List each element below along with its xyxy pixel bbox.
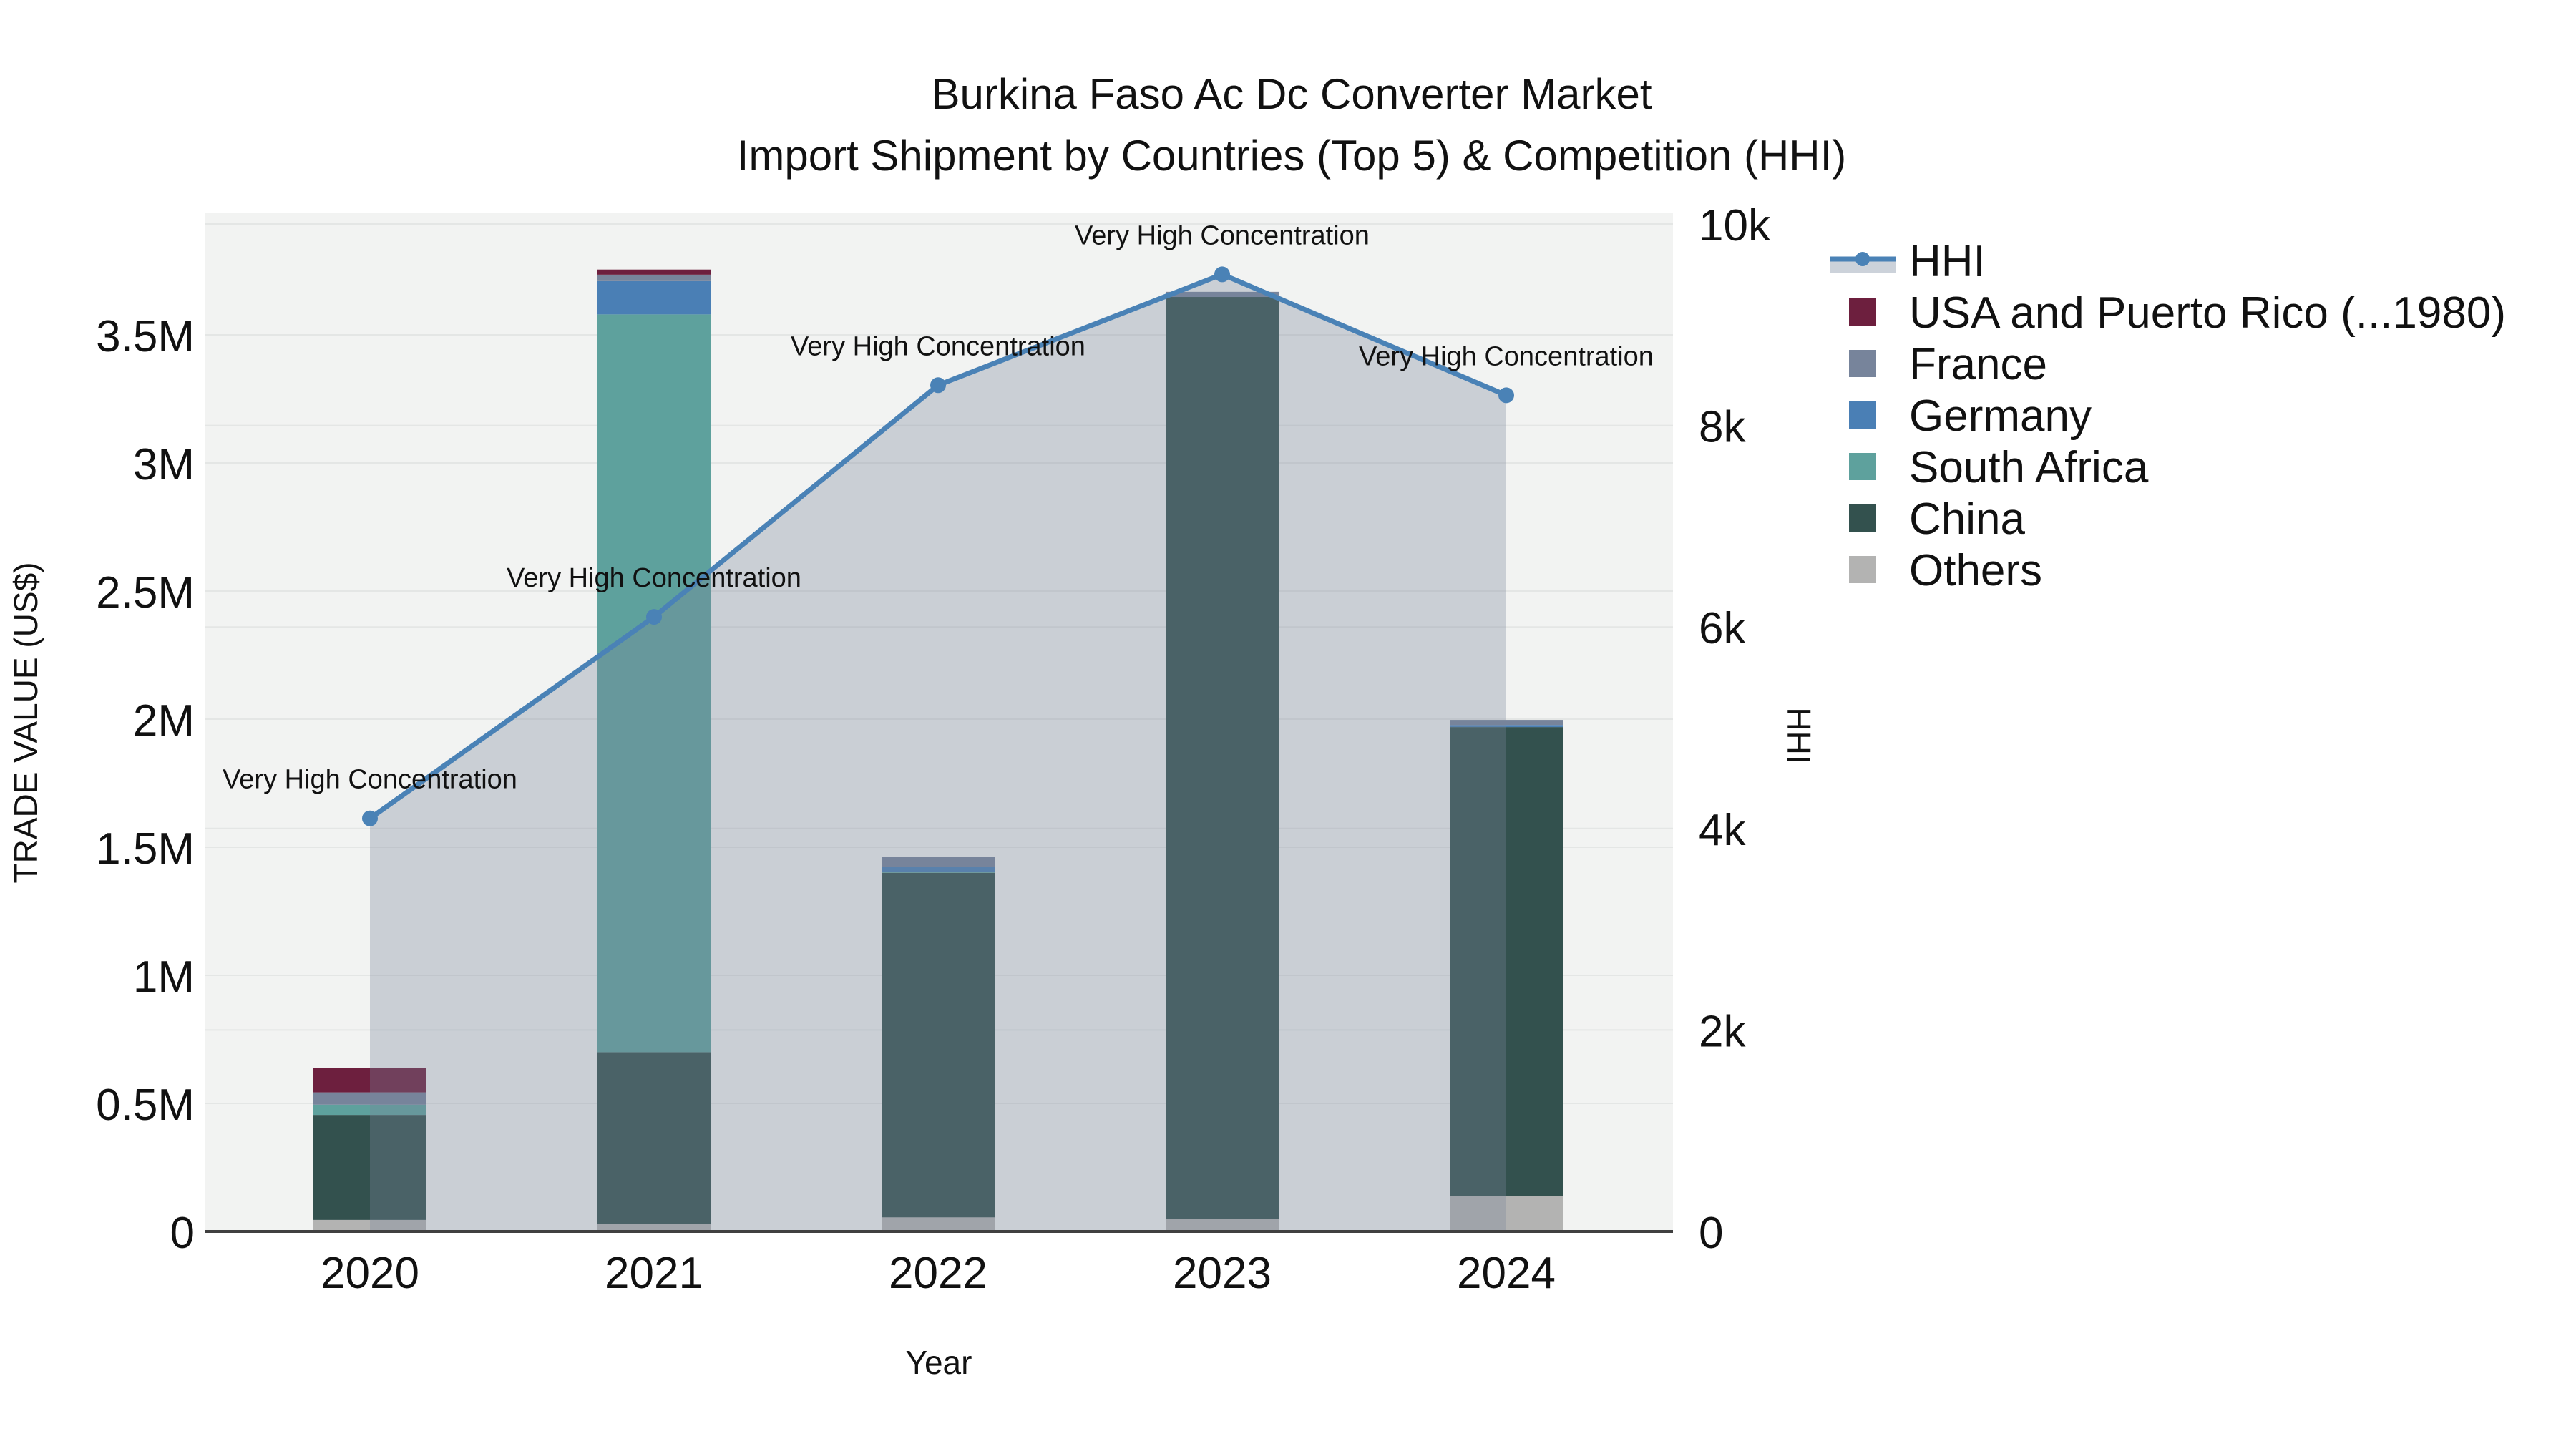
annotation-label-2024: Very High Concentration xyxy=(1359,341,1654,371)
bar-segment-france-2024 xyxy=(1450,720,1563,726)
legend-swatch-icon xyxy=(1849,453,1876,480)
right-tick-label: 4k xyxy=(1699,806,1746,855)
bar-segment-france-2022 xyxy=(882,857,995,867)
annotation-label-2022: Very High Concentration xyxy=(791,331,1085,361)
x-tick-label-2023: 2023 xyxy=(1173,1249,1272,1298)
annotation-label-2023: Very High Concentration xyxy=(1075,220,1370,250)
legend-label: HHI xyxy=(1909,237,1986,286)
legend-swatch-icon xyxy=(1849,350,1876,377)
legend-label: China xyxy=(1909,494,2026,544)
legend-label: France xyxy=(1909,340,2047,389)
right-tick-label: 2k xyxy=(1699,1007,1746,1056)
bar-segment-others-2022 xyxy=(882,1217,995,1231)
left-tick-label: 2.5M xyxy=(96,568,195,618)
bar-segment-china-2024 xyxy=(1450,727,1563,1196)
legend-item-france[interactable]: France xyxy=(1849,340,2047,389)
left-tick-label: 0 xyxy=(170,1209,195,1258)
legend-swatch-icon xyxy=(1849,556,1876,583)
hhi-marker-2023 xyxy=(1214,266,1230,283)
legend-label: South Africa xyxy=(1909,443,2149,492)
bar-segment-china-2021 xyxy=(597,1052,711,1224)
left-tick-label: 1M xyxy=(133,952,195,1002)
left-axis-title: TRADE VALUE (US$) xyxy=(7,562,44,883)
legend-swatch-icon xyxy=(1849,504,1876,532)
right-tick-label: 6k xyxy=(1699,604,1746,653)
bar-segment-china-2020 xyxy=(313,1115,426,1220)
left-tick-label: 1.5M xyxy=(96,824,195,874)
bar-segment-south-africa-2020 xyxy=(313,1104,426,1116)
legend-label: USA and Puerto Rico (...1980) xyxy=(1909,288,2506,338)
legend-swatch-icon xyxy=(1849,298,1876,326)
bar-segment-france-2023 xyxy=(1166,291,1279,298)
bar-segment-germany-2022 xyxy=(882,867,995,872)
bar-segment-others-2023 xyxy=(1166,1219,1279,1231)
left-tick-label: 3.5M xyxy=(96,312,195,361)
plot-area: Very High Concentration Very High Concent… xyxy=(96,201,1771,1298)
bar-segment-france-2020 xyxy=(313,1092,426,1105)
hhi-marker-2021 xyxy=(646,609,662,625)
left-tick-label: 0.5M xyxy=(96,1080,195,1130)
right-axis-title: HHI xyxy=(1780,707,1818,763)
legend-hhi-marker-icon xyxy=(1855,252,1870,266)
bar-segment-usa-and-puerto-rico-1980--2020 xyxy=(313,1068,426,1093)
left-tick-label: 3M xyxy=(133,440,195,489)
legend-label: Others xyxy=(1909,546,2042,595)
x-tick-label-2021: 2021 xyxy=(605,1249,703,1298)
legend-label: Germany xyxy=(1909,391,2092,441)
bar-segment-others-2020 xyxy=(313,1219,426,1231)
bar-segment-south-africa-2021 xyxy=(597,314,711,1053)
hhi-marker-2024 xyxy=(1498,387,1514,404)
bar-segment-usa-and-puerto-rico-1980--2021 xyxy=(597,269,711,275)
legend-swatch-icon xyxy=(1849,401,1876,429)
chart-title-line1: Burkina Faso Ac Dc Converter Market xyxy=(931,70,1652,118)
x-tick-label-2024: 2024 xyxy=(1457,1249,1556,1298)
right-tick-label: 10k xyxy=(1699,201,1771,250)
legend-item-germany[interactable]: Germany xyxy=(1849,391,2092,441)
bar-segment-others-2021 xyxy=(597,1224,711,1231)
annotation-label-2021: Very High Concentration xyxy=(507,563,801,593)
x-tick-label-2022: 2022 xyxy=(889,1249,987,1298)
right-tick-label: 0 xyxy=(1699,1209,1723,1258)
annotation-label-2020: Very High Concentration xyxy=(223,765,517,795)
legend-item-south-africa[interactable]: South Africa xyxy=(1849,443,2149,492)
hhi-marker-2020 xyxy=(362,810,378,826)
bar-segment-germany-2024 xyxy=(1450,725,1563,728)
legend-item-others[interactable]: Others xyxy=(1849,546,2042,595)
left-tick-label: 2M xyxy=(133,696,195,746)
chart-title-line2: Import Shipment by Countries (Top 5) & C… xyxy=(737,132,1847,180)
legend-item-china[interactable]: China xyxy=(1849,494,2026,544)
bar-segment-south-africa-2022 xyxy=(882,872,995,873)
hhi-area-fill xyxy=(370,274,1506,1231)
right-tick-label: 8k xyxy=(1699,403,1746,452)
legend-item-hhi[interactable]: HHI xyxy=(1830,237,1986,286)
bar-segment-china-2022 xyxy=(882,872,995,1218)
legend-item-usa-and-puerto-rico-1980-[interactable]: USA and Puerto Rico (...1980) xyxy=(1849,288,2506,338)
x-tick-label-2020: 2020 xyxy=(321,1249,419,1298)
hhi-marker-2022 xyxy=(930,377,946,394)
x-axis-title: Year xyxy=(906,1344,972,1381)
bar-segment-others-2024 xyxy=(1450,1196,1563,1231)
bar-segment-germany-2021 xyxy=(597,280,711,315)
bar-segment-china-2023 xyxy=(1166,297,1279,1219)
bar-segment-france-2021 xyxy=(597,274,711,281)
